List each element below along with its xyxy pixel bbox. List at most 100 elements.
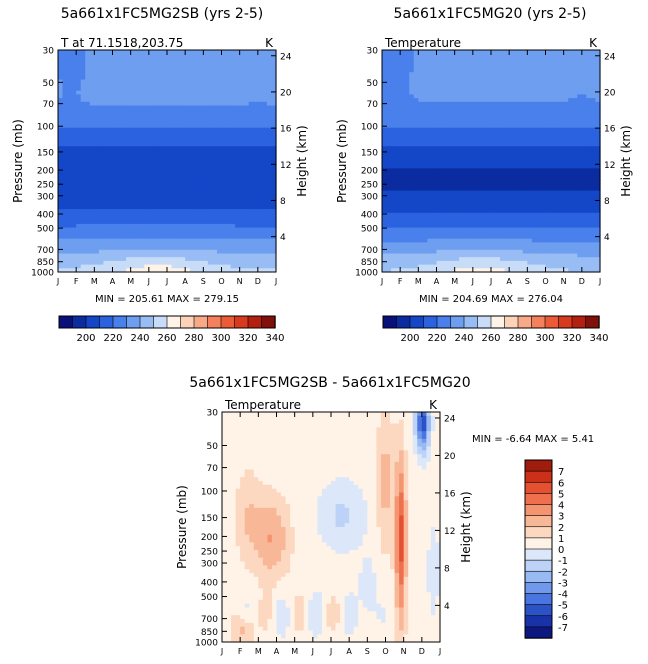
field-cell: [107, 205, 114, 210]
field-cell: [107, 179, 114, 184]
field-cell: [509, 153, 515, 158]
field-cell: [472, 153, 478, 158]
height-tick-label: 8: [280, 197, 286, 207]
field-cell: [207, 50, 214, 55]
field-cell: [431, 246, 438, 251]
field-cell: [121, 212, 127, 218]
field-cell: [518, 175, 524, 181]
field-cell: [422, 264, 429, 269]
field-cell: [400, 179, 406, 184]
field-cell: [103, 201, 109, 206]
field-cell: [477, 249, 483, 255]
field-cell: [67, 101, 73, 107]
field-cell: [477, 120, 483, 125]
field-cell: [130, 164, 136, 169]
field-cell: [121, 72, 127, 77]
field-cell: [85, 72, 91, 77]
field-cell: [194, 209, 200, 214]
field-cell: [157, 116, 164, 121]
height-axis-label: Height (km): [295, 125, 309, 196]
field-cell: [445, 238, 451, 243]
field-cell: [271, 201, 277, 206]
field-cell: [76, 164, 82, 169]
field-cell: [391, 127, 397, 132]
field-cell: [162, 212, 168, 218]
field-cell: [221, 209, 227, 214]
field-cell: [422, 216, 429, 221]
field-cell: [271, 249, 277, 255]
field-cell: [203, 142, 209, 147]
field-cell: [153, 61, 159, 66]
field-cell: [500, 223, 506, 229]
field-cell: [216, 116, 223, 121]
field-cell: [481, 227, 488, 232]
field-cell: [450, 264, 456, 269]
field-cell: [513, 168, 519, 173]
field-cell: [171, 53, 177, 58]
field-cell: [58, 235, 64, 240]
field-cell: [207, 53, 214, 58]
field-cell: [386, 246, 392, 251]
field-cell: [404, 238, 410, 243]
field-cell: [450, 205, 456, 210]
field-cell: [80, 90, 86, 95]
field-cell: [130, 50, 136, 55]
field-cell: [139, 135, 145, 140]
field-cell: [463, 75, 469, 81]
field-cell: [194, 264, 200, 269]
field-cell: [477, 264, 483, 269]
field-cell: [527, 57, 533, 62]
field-cell: [153, 257, 159, 262]
field-cell: [144, 157, 150, 162]
field-cell: [176, 57, 182, 62]
field-cell: [139, 227, 145, 232]
field-cell: [504, 142, 510, 147]
field-cell: [94, 64, 100, 70]
field-cell: [176, 101, 182, 107]
field-cell: [472, 90, 478, 95]
field-cell: [244, 61, 250, 66]
field-cell: [171, 87, 177, 92]
field-cell: [382, 161, 388, 166]
field-cell: [413, 131, 419, 136]
field-cell: [382, 172, 388, 177]
field-cell: [486, 253, 492, 258]
field-cell: [180, 112, 186, 118]
field-cell: [422, 227, 429, 232]
field-cell: [148, 90, 154, 95]
field-cell: [148, 268, 154, 273]
field-cell: [221, 227, 227, 232]
field-cell: [454, 168, 460, 173]
field-cell: [76, 98, 82, 103]
field-cell: [58, 205, 64, 210]
field-cell: [153, 157, 159, 162]
field-cell: [212, 231, 218, 236]
field-cell: [80, 98, 86, 103]
field-cell: [248, 246, 254, 251]
field-cell: [216, 264, 223, 269]
field-cell: [491, 87, 497, 92]
field-cell: [203, 90, 209, 95]
field-cell: [500, 109, 506, 114]
field-cell: [107, 157, 114, 162]
field-cell: [107, 64, 114, 70]
field-cell: [171, 186, 177, 192]
field-cell: [486, 87, 492, 92]
field-cell: [139, 120, 145, 125]
field-cell: [107, 198, 114, 203]
field-cell: [135, 98, 141, 103]
field-cell: [130, 146, 136, 151]
field-cell: [404, 153, 410, 158]
field-cell: [185, 116, 191, 121]
field-cell: [450, 98, 456, 103]
field-cell: [436, 223, 442, 229]
field-cell: [221, 53, 227, 58]
field-cell: [468, 61, 474, 66]
field-cell: [409, 216, 415, 221]
field-cell: [139, 223, 145, 229]
height-tick-label: 24: [280, 52, 292, 62]
field-cell: [80, 53, 86, 58]
field-cell: [185, 161, 191, 166]
field-cell: [391, 264, 397, 269]
field-cell: [500, 135, 506, 140]
